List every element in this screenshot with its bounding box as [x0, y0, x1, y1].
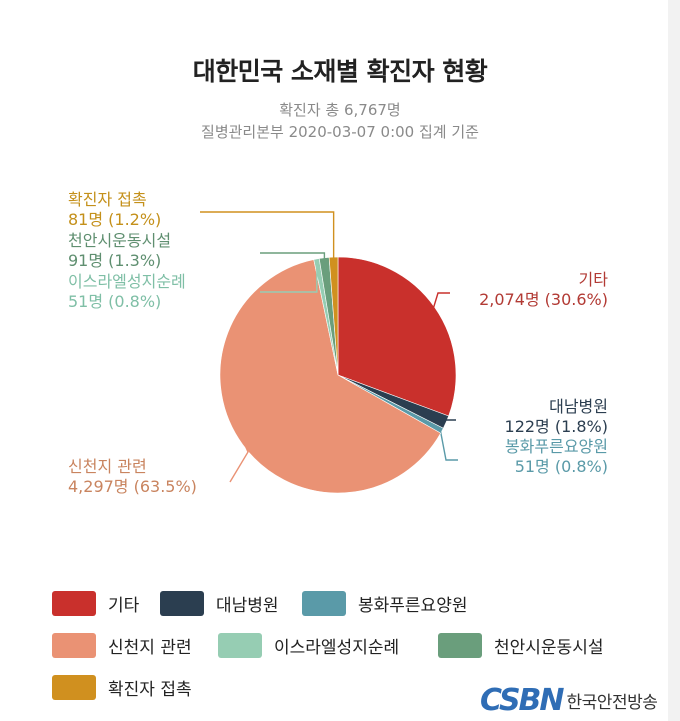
legend-item-israel: 이스라엘성지순례 [218, 632, 399, 658]
slice-value-label: 91명 (1.3%) [68, 251, 161, 270]
slice-label: 신천지 관련 [68, 457, 147, 476]
legend-label: 봉화푸른요양원 [358, 595, 468, 616]
legend-label: 천안시운동시설 [494, 637, 604, 658]
pie-slice [219, 259, 442, 494]
legend-swatch [52, 632, 96, 658]
legend-swatch [218, 632, 262, 658]
legend-item-bonghwa: 봉화푸른요양원 [302, 590, 467, 616]
legend-label: 확진자 접촉 [108, 679, 192, 700]
legend-swatch [160, 590, 204, 616]
legend-label: 신천지 관련 [108, 637, 192, 658]
slice-value-label: 122명 (1.8%) [505, 417, 608, 436]
legend-swatch [438, 632, 482, 658]
legend-item-daenam: 대남병원 [160, 590, 279, 616]
legend-item-shincheonji: 신천지 관련 [52, 632, 192, 658]
legend-label: 대남병원 [216, 595, 279, 616]
leader-line [432, 292, 450, 309]
slice-value-label: 51명 (0.8%) [515, 457, 608, 476]
leader-line [443, 419, 456, 422]
pie-slice [337, 256, 457, 417]
brand-logo-mark: CSBN [480, 683, 565, 718]
slice-label: 봉화푸른요양원 [505, 437, 608, 456]
legend-swatch [52, 590, 96, 616]
slice-value-label: 81명 (1.2%) [68, 210, 161, 229]
legend-item-gita: 기타 [52, 590, 139, 616]
slice-label: 대남병원 [549, 397, 608, 416]
legend-item-contact: 확진자 접촉 [52, 674, 192, 700]
leader-line [200, 211, 335, 260]
brand-logo: CSBN 한국안전방송 [480, 683, 658, 718]
slice-label: 이스라엘성지순례 [68, 272, 186, 291]
legend-label: 이스라엘성지순례 [274, 637, 400, 658]
leader-line [260, 252, 326, 260]
brand-name: 한국안전방송 [566, 693, 658, 713]
slice-label: 천안시운동시설 [68, 231, 171, 250]
chart-subtitle-source: 질병관리본부 2020-03-07 0:00 집계 기준 [201, 123, 479, 141]
slice-label: 확진자 접촉 [68, 190, 147, 209]
legend-label: 기타 [108, 595, 140, 616]
leader-line [229, 443, 249, 483]
legend-item-cheonan: 천안시운동시설 [438, 632, 603, 658]
slice-value-label: 2,074명 (30.6%) [479, 290, 608, 309]
legend-swatch [302, 590, 346, 616]
leader-line [260, 260, 318, 293]
legend-swatch [52, 674, 96, 700]
slice-value-label: 51명 (0.8%) [68, 292, 161, 311]
leader-line [439, 429, 458, 461]
chart-subtitle-total: 확진자 총 6,767명 [279, 101, 401, 119]
slice-value-label: 4,297명 (63.5%) [68, 477, 197, 496]
chart-title: 대한민국 소재별 확진자 현황 [192, 57, 488, 86]
slice-label: 기타 [579, 270, 609, 289]
